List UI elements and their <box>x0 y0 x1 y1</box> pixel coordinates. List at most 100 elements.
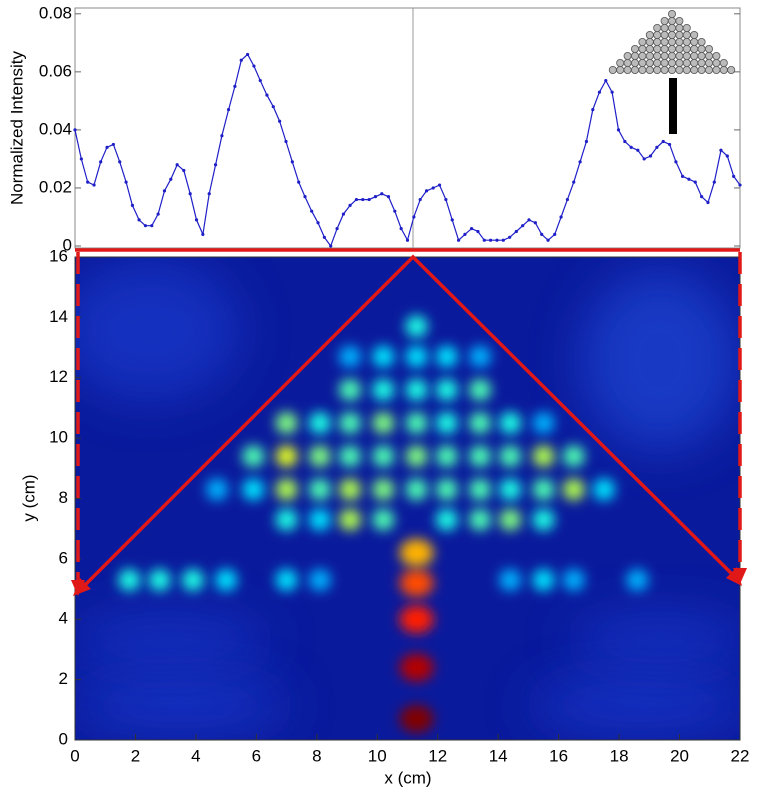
heat-spot <box>435 378 458 401</box>
intensity-point <box>667 142 672 147</box>
x-axis-label: x (cm) <box>384 768 431 787</box>
inset-icon-dot <box>616 59 625 68</box>
intensity-point <box>86 180 90 184</box>
intensity-point <box>527 218 531 222</box>
inset-icon-dot <box>653 38 662 47</box>
heat-spot <box>206 478 229 501</box>
heat-spot <box>499 445 522 468</box>
heatmap-glow <box>580 270 740 450</box>
inset-icon-dot <box>645 45 654 54</box>
heat-spot <box>339 478 362 501</box>
inset-icon-dot <box>682 30 691 39</box>
intensity-point <box>341 212 346 216</box>
heat-spot <box>435 445 458 468</box>
inset-icon-dot <box>712 66 721 75</box>
heat-spot <box>339 412 362 435</box>
intensity-point <box>572 180 576 184</box>
inset-icon-dot <box>653 45 662 54</box>
inset-icon <box>608 9 736 134</box>
intensity-point <box>213 163 218 167</box>
intensity-point <box>719 148 723 152</box>
heat-spot <box>372 478 395 501</box>
intensity-point <box>367 197 371 202</box>
y-tick-label: 14 <box>49 307 68 326</box>
inset-icon-dot <box>675 30 684 39</box>
inset-icon-dot <box>675 23 684 32</box>
inset-icon-dot <box>682 52 691 61</box>
inset-icon-dot <box>719 66 728 75</box>
intensity-point <box>418 197 422 202</box>
inset-icon-dot <box>616 66 625 75</box>
inset-icon-dot <box>631 66 640 75</box>
inset-icon-dot <box>623 66 632 75</box>
heat-spot <box>562 445 585 468</box>
inset-icon-dot <box>653 30 662 39</box>
intensity-point <box>514 229 518 234</box>
intensity-point <box>130 203 135 207</box>
y-axis-label: y (cm) <box>19 474 38 521</box>
inset-icon-dot <box>675 59 684 68</box>
x-tick-label: 20 <box>670 746 689 765</box>
intensity-point <box>297 180 301 184</box>
intensity-point <box>501 238 505 242</box>
inset-icon-dot <box>623 52 632 61</box>
heatmap-glow <box>530 680 740 730</box>
heat-spot <box>148 569 171 592</box>
heatmap-glow <box>75 615 270 665</box>
y-tick-label: 16 <box>49 246 68 265</box>
x-tick-label: 6 <box>252 746 261 765</box>
intensity-point <box>335 226 339 231</box>
intensity-point <box>623 139 627 144</box>
inset-icon-dot <box>668 16 677 25</box>
intensity-point <box>162 189 167 193</box>
intensity-point <box>182 168 186 173</box>
intensity-point <box>156 212 160 216</box>
y-tick-label: 10 <box>49 428 68 447</box>
heat-spot <box>435 478 458 501</box>
intensity-point <box>661 139 665 144</box>
heat-spot <box>339 378 362 401</box>
intensity-point <box>303 195 307 199</box>
intensity-point <box>169 177 173 181</box>
inset-icon-dot <box>668 9 677 18</box>
intensity-point <box>290 160 294 164</box>
inset-icon-dot <box>660 52 669 61</box>
heat-spot <box>405 378 428 401</box>
inset-icon-dot <box>653 59 662 68</box>
inset-icon-dot <box>705 66 714 75</box>
heat-spot <box>532 508 555 531</box>
heat-spot <box>181 569 204 592</box>
intensity-point <box>495 238 499 242</box>
intensity-point <box>137 218 141 222</box>
inset-icon-dot <box>719 59 728 68</box>
intensity-point <box>610 90 614 94</box>
inset-icon-dot <box>682 38 691 47</box>
y-tick-label: 8 <box>59 488 68 507</box>
intensity-point <box>316 221 320 225</box>
heat-spot <box>399 538 434 567</box>
intensity-point <box>405 238 410 242</box>
y-tick-label: 12 <box>49 367 68 386</box>
inset-icon-dot <box>675 38 684 47</box>
heat-spot <box>405 445 428 468</box>
heat-spot <box>562 478 585 501</box>
heat-spot <box>469 378 492 401</box>
inset-icon-dot <box>631 59 640 68</box>
intensity-point <box>482 238 486 242</box>
intensity-point <box>361 197 365 202</box>
intensity-point <box>105 145 109 149</box>
heatmap-spots <box>118 315 649 733</box>
inset-icon-dot <box>712 59 721 68</box>
inset-icon-dot <box>638 66 647 75</box>
intensity-point <box>380 192 384 196</box>
intensity-point <box>642 157 646 161</box>
heat-spot <box>469 412 492 435</box>
heat-spot <box>242 478 265 501</box>
inset-icon-dot <box>638 52 647 61</box>
intensity-point <box>258 78 262 83</box>
intensity-point <box>194 218 199 222</box>
intensity-point <box>329 244 333 248</box>
inset-icon-dot <box>638 38 647 47</box>
inset-icon-dot <box>660 23 669 32</box>
